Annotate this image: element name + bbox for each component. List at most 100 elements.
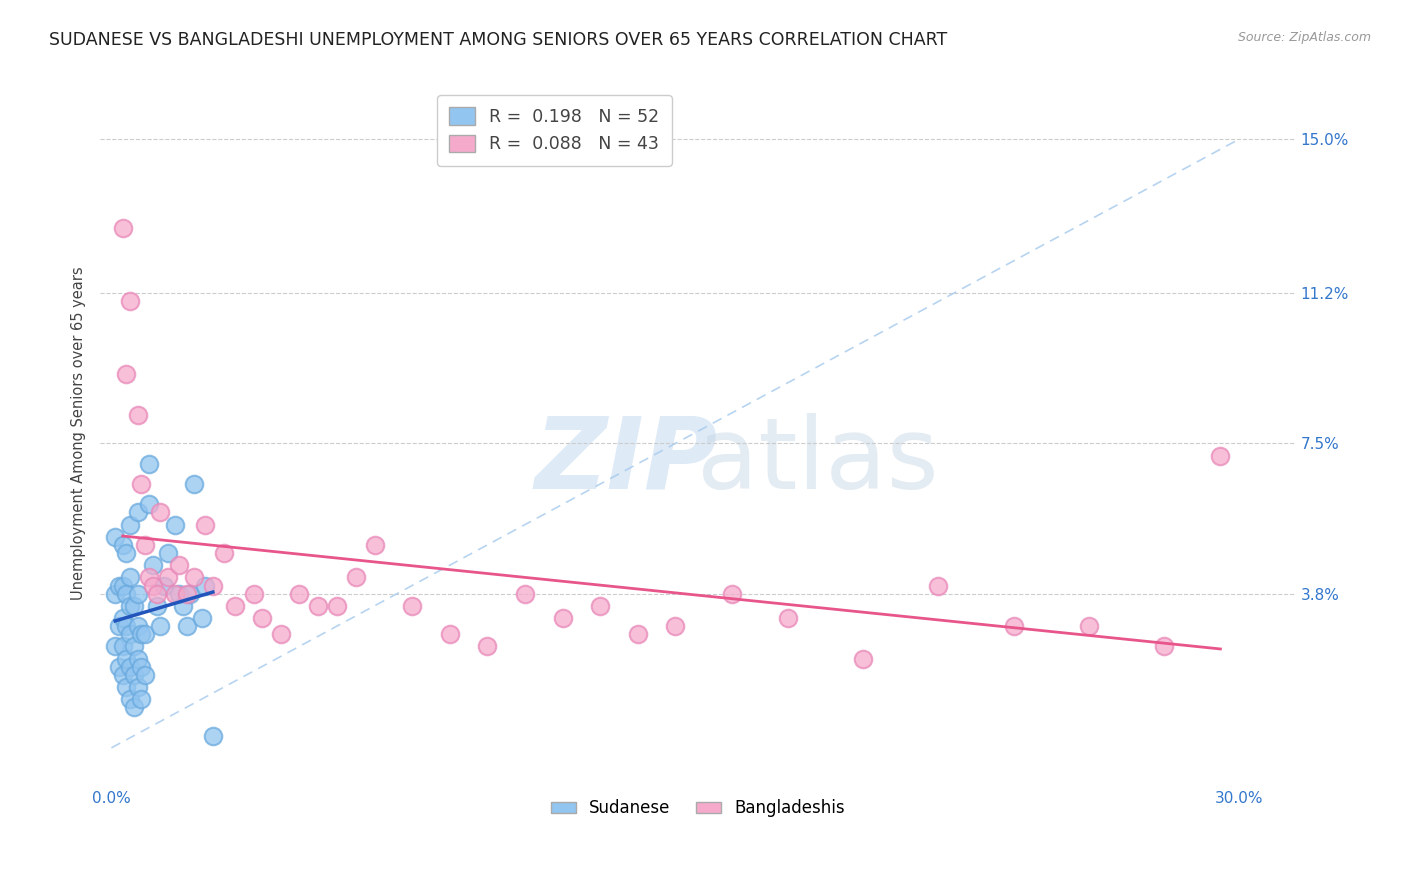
Point xyxy=(111,538,134,552)
Point xyxy=(134,627,156,641)
Point xyxy=(778,611,800,625)
Point xyxy=(344,570,367,584)
Point xyxy=(138,570,160,584)
Point xyxy=(120,692,142,706)
Point xyxy=(134,667,156,681)
Point xyxy=(104,530,127,544)
Point xyxy=(120,517,142,532)
Point xyxy=(131,627,153,641)
Point xyxy=(194,517,217,532)
Point xyxy=(120,294,142,309)
Point xyxy=(363,538,385,552)
Point xyxy=(111,221,134,235)
Point xyxy=(142,578,165,592)
Point xyxy=(104,587,127,601)
Point xyxy=(131,659,153,673)
Point xyxy=(165,517,187,532)
Point xyxy=(145,599,167,613)
Point xyxy=(145,587,167,601)
Point xyxy=(589,599,612,613)
Point xyxy=(127,587,149,601)
Point xyxy=(201,578,224,592)
Point xyxy=(138,497,160,511)
Point xyxy=(111,578,134,592)
Point xyxy=(127,619,149,633)
Point xyxy=(108,619,131,633)
Point xyxy=(115,619,138,633)
Point xyxy=(165,587,187,601)
Legend: Sudanese, Bangladeshis: Sudanese, Bangladeshis xyxy=(544,793,852,824)
Point xyxy=(131,477,153,491)
Point xyxy=(149,506,172,520)
Point xyxy=(111,640,134,654)
Point xyxy=(176,619,198,633)
Point xyxy=(115,587,138,601)
Point xyxy=(194,578,217,592)
Point xyxy=(108,578,131,592)
Point xyxy=(122,700,145,714)
Point xyxy=(127,651,149,665)
Point xyxy=(111,611,134,625)
Point xyxy=(551,611,574,625)
Point xyxy=(104,640,127,654)
Point xyxy=(122,599,145,613)
Point xyxy=(288,587,311,601)
Point xyxy=(212,546,235,560)
Point xyxy=(156,570,179,584)
Text: SUDANESE VS BANGLADESHI UNEMPLOYMENT AMONG SENIORS OVER 65 YEARS CORRELATION CHA: SUDANESE VS BANGLADESHI UNEMPLOYMENT AMO… xyxy=(49,31,948,49)
Point xyxy=(183,570,205,584)
Point xyxy=(477,640,499,654)
Point xyxy=(1077,619,1099,633)
Point xyxy=(115,368,138,382)
Point xyxy=(401,599,423,613)
Point xyxy=(120,570,142,584)
Point xyxy=(1153,640,1175,654)
Point xyxy=(852,651,875,665)
Point xyxy=(127,680,149,694)
Point xyxy=(326,599,349,613)
Point xyxy=(120,659,142,673)
Y-axis label: Unemployment Among Seniors over 65 years: Unemployment Among Seniors over 65 years xyxy=(72,267,86,600)
Point xyxy=(513,587,536,601)
Point xyxy=(243,587,266,601)
Point xyxy=(127,408,149,422)
Point xyxy=(307,599,329,613)
Point xyxy=(172,599,194,613)
Point xyxy=(190,611,212,625)
Point xyxy=(1209,449,1232,463)
Point xyxy=(115,680,138,694)
Point xyxy=(439,627,461,641)
Point xyxy=(201,729,224,743)
Point xyxy=(153,578,176,592)
Point xyxy=(115,546,138,560)
Point xyxy=(120,599,142,613)
Point xyxy=(122,667,145,681)
Point xyxy=(167,587,190,601)
Point xyxy=(183,477,205,491)
Point xyxy=(167,558,190,573)
Point xyxy=(1002,619,1025,633)
Point xyxy=(176,587,198,601)
Point xyxy=(134,538,156,552)
Point xyxy=(131,692,153,706)
Point xyxy=(224,599,246,613)
Point xyxy=(111,667,134,681)
Point xyxy=(720,587,742,601)
Point xyxy=(627,627,650,641)
Point xyxy=(138,457,160,471)
Point xyxy=(149,619,172,633)
Text: ZIP: ZIP xyxy=(534,413,717,509)
Point xyxy=(108,659,131,673)
Point xyxy=(156,546,179,560)
Point xyxy=(270,627,292,641)
Text: Source: ZipAtlas.com: Source: ZipAtlas.com xyxy=(1237,31,1371,45)
Point xyxy=(250,611,273,625)
Point xyxy=(122,640,145,654)
Point xyxy=(179,587,201,601)
Point xyxy=(927,578,949,592)
Point xyxy=(664,619,686,633)
Point xyxy=(115,651,138,665)
Point xyxy=(120,627,142,641)
Text: atlas: atlas xyxy=(696,413,938,509)
Point xyxy=(142,558,165,573)
